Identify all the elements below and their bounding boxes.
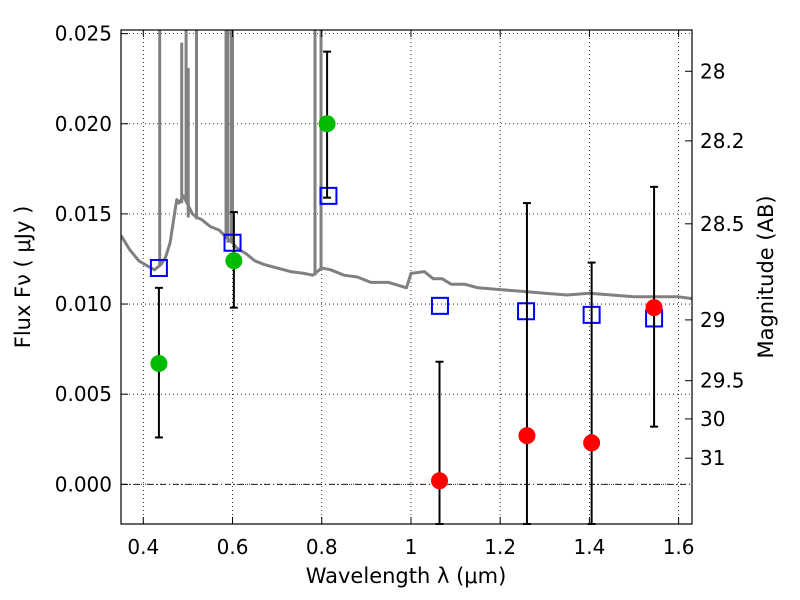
y-axis-right-label: Magnitude (AB) xyxy=(754,195,778,358)
right-tick-label: 29 xyxy=(700,308,725,332)
x-axis-label: Wavelength λ (μm) xyxy=(306,564,507,588)
model-square xyxy=(319,186,338,205)
y-tick-label: 0.000 xyxy=(55,472,112,496)
nondetection-point xyxy=(583,434,601,452)
x-tick-label: 1.6 xyxy=(663,535,695,559)
y-tick-label: 0.015 xyxy=(55,202,112,226)
nondetection-point xyxy=(431,472,449,490)
grid xyxy=(121,30,692,524)
right-tick-label: 30 xyxy=(700,407,725,431)
right-tick-label: 28 xyxy=(700,59,725,83)
axis-ticks: 0.4 0.6 0.8 1 1.2 1.4 1.6 0.000 0.005 0.010 0.015 0… xyxy=(55,22,745,559)
right-tick-label: 28.2 xyxy=(700,129,745,153)
detection-point xyxy=(150,355,168,373)
right-tick-label: 29.5 xyxy=(700,369,745,393)
x-tick-label: 1.2 xyxy=(484,535,516,559)
y-tick-label: 0.005 xyxy=(55,382,112,406)
right-tick-label: 28.5 xyxy=(700,212,745,236)
detection-point xyxy=(318,115,336,133)
x-tick-label: 1.4 xyxy=(573,535,605,559)
plot-frame xyxy=(120,29,693,525)
markers xyxy=(149,50,664,525)
right-tick-label: 31 xyxy=(700,446,725,470)
x-tick-label: 0.4 xyxy=(127,535,159,559)
x-tick-label: 0.8 xyxy=(306,535,338,559)
nondetection-point xyxy=(645,299,663,317)
y-tick-label: 0.010 xyxy=(55,292,112,316)
spectrum-line xyxy=(121,194,692,301)
model-square xyxy=(149,258,168,277)
x-tick-label: 0.6 xyxy=(217,535,249,559)
y-axis-label: Flux Fν ( μJy ) xyxy=(11,206,35,349)
y-tick-label: 0.025 xyxy=(55,22,112,46)
model-square xyxy=(430,296,449,315)
detection-point xyxy=(225,252,243,270)
nondetection-point xyxy=(518,427,536,445)
x-tick-label: 1 xyxy=(405,535,418,559)
model-square xyxy=(223,233,242,252)
plot-area xyxy=(121,30,692,301)
y-tick-label: 0.020 xyxy=(55,112,112,136)
